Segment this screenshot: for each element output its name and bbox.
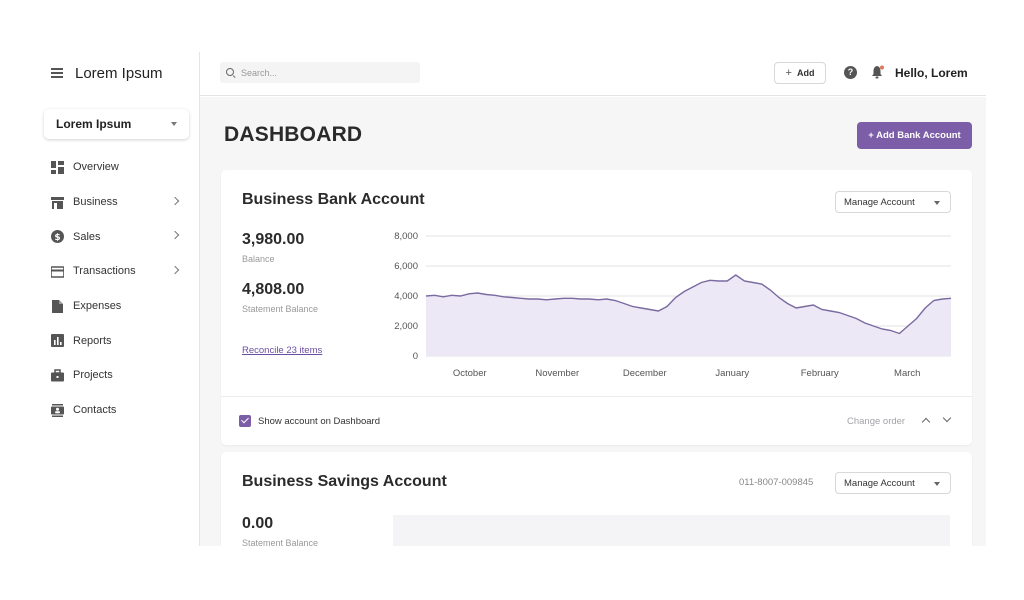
y-tick-label: 4,000 — [394, 291, 418, 302]
add-button-label: Add — [796, 68, 815, 78]
organization-select[interactable]: Lorem Ipsum — [44, 109, 189, 139]
series-line — [425, 274, 952, 335]
x-tick-label: December — [623, 368, 667, 379]
sidebar-item-expenses[interactable]: Expenses — [38, 289, 200, 324]
svg-text:$: $ — [54, 233, 60, 243]
contact-card-icon — [51, 403, 64, 417]
help-icon[interactable]: ? — [844, 66, 857, 79]
manage-account-dropdown[interactable]: Manage Account — [835, 472, 951, 494]
x-tick-label: January — [715, 368, 749, 379]
sidebar-item-label: Expenses — [73, 300, 122, 313]
x-tick-label: November — [535, 368, 579, 379]
sidebar-item-label: Transactions — [73, 265, 136, 278]
user-greeting[interactable]: Hello, Lorem — [895, 66, 968, 80]
page-title: DASHBOARD — [224, 123, 363, 146]
change-order-label: Change order — [847, 416, 906, 427]
sidebar-item-label: Reports — [73, 334, 112, 347]
account-title: Business Bank Account — [242, 191, 425, 208]
card-footer: Show account on Dashboard Change order — [221, 396, 972, 445]
briefcase-icon — [51, 369, 64, 382]
chart-placeholder — [393, 515, 950, 546]
search-box — [220, 62, 420, 83]
y-tick-label: 6,000 — [394, 261, 418, 272]
manage-account-label: Manage Account — [844, 196, 915, 208]
dollar-icon: $ — [51, 230, 64, 244]
manage-account-dropdown[interactable]: Manage Account — [835, 191, 951, 213]
sidebar-item-transactions[interactable]: Transactions — [38, 254, 200, 289]
grid-icon — [51, 160, 64, 174]
balance-chart: 0 2,000 4,000 6,000 8,000 October November Dece… — [394, 231, 952, 379]
x-tick-label: February — [801, 368, 839, 379]
balance-label: Balance — [242, 254, 275, 264]
caret-down-icon — [171, 122, 177, 126]
bell-icon[interactable] — [871, 65, 885, 79]
chevron-up-icon[interactable] — [921, 417, 931, 427]
caret-down-icon — [934, 482, 940, 486]
sidebar-item-overview[interactable]: Overview — [38, 150, 200, 185]
statement-balance-value: 0.00 — [242, 515, 274, 532]
plus-icon: + — [785, 67, 792, 79]
app-window: Lorem Ipsum Lorem Ipsum Overview Busines… — [38, 52, 986, 546]
statement-balance-label: Statement Balance — [242, 304, 319, 314]
sidebar-item-projects[interactable]: Projects — [38, 358, 200, 393]
sidebar-item-label: Sales — [73, 230, 101, 243]
sidebar-item-label: Business — [73, 196, 118, 209]
add-bank-account-button[interactable]: + Add Bank Account — [857, 122, 972, 149]
y-tick-label: 2,000 — [394, 321, 418, 332]
statement-balance-label: Statement Balance — [242, 538, 319, 546]
sidebar: Lorem Ipsum Lorem Ipsum Overview Busines… — [38, 52, 200, 546]
chevron-down-icon[interactable] — [942, 413, 952, 423]
sidebar-item-reports[interactable]: Reports — [38, 323, 200, 358]
brand: Lorem Ipsum — [51, 63, 163, 83]
sidebar-item-label: Projects — [73, 369, 113, 382]
business-bank-account-card: Business Bank Account Manage Account 3,9… — [221, 170, 972, 445]
brand-name: Lorem Ipsum — [75, 64, 163, 82]
x-tick-label: October — [453, 368, 487, 379]
balance-value: 3,980.00 — [242, 231, 305, 248]
organization-select-value: Lorem Ipsum — [56, 117, 132, 131]
caret-down-icon — [934, 201, 940, 205]
account-title: Business Savings Account — [242, 473, 447, 490]
sidebar-item-business[interactable]: Business — [38, 185, 200, 220]
manage-account-label: Manage Account — [844, 477, 915, 489]
reconcile-link[interactable]: Reconcile 23 items — [242, 345, 323, 356]
sidebar-item-sales[interactable]: $ Sales — [38, 219, 200, 254]
store-icon — [51, 196, 64, 209]
series-area — [426, 275, 951, 356]
search-input[interactable] — [241, 67, 411, 78]
chevron-right-icon — [170, 196, 180, 205]
card-icon — [51, 266, 64, 278]
search-icon — [226, 67, 236, 78]
add-button[interactable]: + Add — [774, 62, 826, 84]
sidebar-nav: Overview Business $ Sales Transactions E… — [38, 150, 200, 428]
main-content: DASHBOARD + Add Bank Account Business Ba… — [200, 97, 986, 546]
sidebar-item-contacts[interactable]: Contacts — [38, 393, 200, 428]
business-savings-account-card: Business Savings Account 011-8007-009845… — [221, 452, 972, 546]
y-tick-label: 8,000 — [394, 231, 418, 242]
sidebar-item-label: Overview — [73, 161, 119, 174]
bar-chart-icon — [51, 334, 64, 348]
chevron-right-icon — [170, 265, 180, 275]
show-on-dashboard-label: Show account on Dashboard — [258, 416, 380, 427]
chevron-right-icon — [170, 231, 180, 240]
document-icon — [52, 299, 63, 313]
y-tick-label: 0 — [413, 351, 418, 362]
hamburger-menu-icon[interactable] — [51, 68, 63, 78]
show-on-dashboard-checkbox[interactable] — [239, 415, 251, 427]
x-tick-label: March — [894, 368, 920, 379]
statement-balance-value: 4,808.00 — [242, 281, 305, 298]
account-number: 011-8007-009845 — [739, 477, 814, 488]
top-bar: + Add ? Hello, Lorem — [200, 52, 986, 96]
sidebar-item-label: Contacts — [73, 404, 117, 417]
